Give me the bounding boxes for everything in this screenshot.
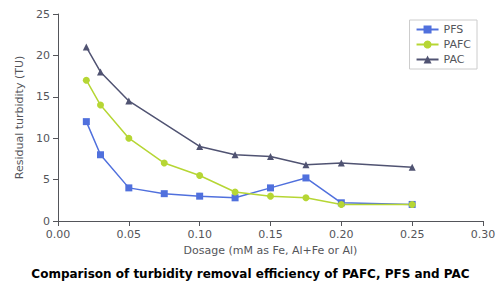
svg-text:15: 15 xyxy=(36,90,50,103)
svg-text:Dosage (mM as Fe, Al+Fe or Al): Dosage (mM as Fe, Al+Fe or Al) xyxy=(184,244,358,257)
svg-text:PAC: PAC xyxy=(444,53,465,66)
svg-text:PAFC: PAFC xyxy=(444,38,472,51)
svg-text:10: 10 xyxy=(36,132,50,145)
svg-text:Comparison of turbidity remova: Comparison of turbidity removal efficien… xyxy=(31,267,469,281)
svg-text:0.00: 0.00 xyxy=(46,228,71,241)
svg-text:20: 20 xyxy=(36,49,50,62)
svg-text:PFS: PFS xyxy=(444,23,464,36)
svg-text:0.25: 0.25 xyxy=(400,228,425,241)
svg-text:0.10: 0.10 xyxy=(187,228,212,241)
svg-text:0: 0 xyxy=(43,215,50,228)
svg-text:0.20: 0.20 xyxy=(329,228,354,241)
svg-text:25: 25 xyxy=(36,8,50,21)
svg-text:0.05: 0.05 xyxy=(117,228,142,241)
svg-text:Residual turbidity (TU): Residual turbidity (TU) xyxy=(13,56,26,180)
svg-text:5: 5 xyxy=(43,173,50,186)
svg-text:0.15: 0.15 xyxy=(258,228,283,241)
svg-text:0.30: 0.30 xyxy=(471,228,496,241)
